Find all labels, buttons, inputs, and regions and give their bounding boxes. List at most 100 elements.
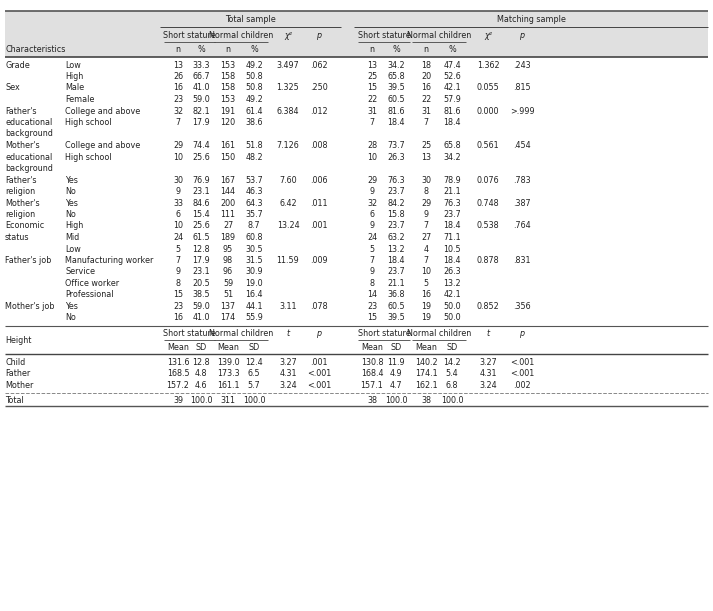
Text: 60.5: 60.5 [387, 302, 405, 311]
Text: 158: 158 [220, 84, 235, 92]
Text: 23: 23 [173, 95, 183, 104]
Text: 10: 10 [421, 268, 431, 277]
Text: 61.4: 61.4 [245, 106, 263, 115]
Text: 18: 18 [421, 60, 431, 70]
Text: 5: 5 [175, 244, 180, 254]
Text: Service: Service [65, 268, 95, 277]
Text: 144: 144 [220, 187, 235, 196]
Text: 7: 7 [424, 256, 429, 265]
Text: 47.4: 47.4 [443, 60, 461, 70]
Text: 60.8: 60.8 [245, 233, 263, 242]
Text: %: % [250, 45, 258, 54]
Text: 173.3: 173.3 [217, 369, 240, 378]
Text: High: High [65, 72, 83, 81]
Text: 9: 9 [369, 222, 374, 230]
Text: 24: 24 [173, 233, 183, 242]
Text: 33.3: 33.3 [193, 60, 210, 70]
Text: 65.8: 65.8 [387, 72, 405, 81]
Text: 30: 30 [421, 175, 431, 185]
Text: n: n [225, 45, 230, 54]
Text: 59.0: 59.0 [192, 302, 210, 311]
Text: 16: 16 [421, 290, 431, 299]
Text: 21.1: 21.1 [443, 187, 461, 196]
Text: 4.9: 4.9 [390, 369, 402, 378]
Text: 19: 19 [421, 302, 431, 311]
Text: 76.9: 76.9 [192, 175, 210, 185]
Text: 76.3: 76.3 [387, 175, 405, 185]
Text: 49.2: 49.2 [245, 60, 263, 70]
Text: <.001: <.001 [510, 369, 534, 378]
Text: Mother's job: Mother's job [5, 302, 54, 311]
Text: 21.1: 21.1 [387, 279, 405, 288]
Text: 34.2: 34.2 [387, 60, 405, 70]
Text: 27: 27 [223, 222, 233, 230]
Text: Yes: Yes [65, 302, 78, 311]
Text: 39: 39 [173, 395, 183, 404]
Text: 13: 13 [421, 153, 431, 161]
Text: Low: Low [65, 244, 81, 254]
Text: College and above: College and above [65, 106, 140, 115]
Text: 76.3: 76.3 [443, 199, 461, 208]
Text: .078: .078 [310, 302, 328, 311]
Text: 9: 9 [424, 210, 429, 219]
Text: 168.5: 168.5 [167, 369, 190, 378]
Text: religion: religion [5, 210, 35, 219]
Text: 19.0: 19.0 [245, 279, 263, 288]
Text: Height: Height [5, 335, 31, 345]
Text: 23.7: 23.7 [387, 187, 405, 196]
Text: 100.0: 100.0 [190, 395, 212, 404]
Text: 49.2: 49.2 [245, 95, 263, 104]
Text: 10: 10 [367, 153, 377, 161]
Text: 14.2: 14.2 [443, 357, 461, 367]
Text: 120: 120 [220, 118, 235, 127]
Text: 7: 7 [175, 256, 180, 265]
Text: p: p [520, 329, 525, 337]
Text: 31: 31 [421, 106, 431, 115]
Text: 7: 7 [424, 118, 429, 127]
Text: 73.7: 73.7 [387, 141, 405, 150]
Text: Male: Male [65, 84, 84, 92]
Text: 30.5: 30.5 [245, 244, 263, 254]
Text: 157.2: 157.2 [167, 381, 190, 390]
Text: p: p [317, 31, 322, 40]
Text: No: No [65, 210, 76, 219]
Text: 153: 153 [220, 95, 235, 104]
Text: 59: 59 [223, 279, 233, 288]
Text: 50.8: 50.8 [245, 84, 263, 92]
Text: 38.5: 38.5 [193, 290, 210, 299]
Text: .002: .002 [513, 381, 530, 390]
Text: background: background [5, 164, 53, 173]
Text: 7: 7 [175, 118, 180, 127]
Text: 26: 26 [173, 72, 183, 81]
Text: 100.0: 100.0 [242, 395, 265, 404]
Text: 46.3: 46.3 [245, 187, 263, 196]
Text: 7: 7 [424, 222, 429, 230]
Text: 28: 28 [367, 141, 377, 150]
Text: t: t [287, 329, 289, 337]
Text: Economic: Economic [5, 222, 44, 230]
Text: Manufacturing worker: Manufacturing worker [65, 256, 153, 265]
Text: 15: 15 [367, 313, 377, 323]
Text: .006: .006 [310, 175, 328, 185]
Text: 25: 25 [421, 141, 431, 150]
Text: 174: 174 [220, 313, 235, 323]
Text: 0.000: 0.000 [477, 106, 499, 115]
Text: Characteristics: Characteristics [5, 45, 66, 54]
Text: 34.2: 34.2 [443, 153, 461, 161]
Text: College and above: College and above [65, 141, 140, 150]
Text: 81.6: 81.6 [387, 106, 405, 115]
Text: 65.8: 65.8 [443, 141, 461, 150]
Text: Normal children: Normal children [407, 31, 471, 40]
Text: .831: .831 [513, 256, 530, 265]
Text: 66.7: 66.7 [193, 72, 210, 81]
Text: background: background [5, 130, 53, 139]
Text: Mid: Mid [65, 233, 79, 242]
Text: 78.9: 78.9 [443, 175, 461, 185]
Text: Matching sample: Matching sample [496, 15, 565, 24]
Text: 153: 153 [220, 60, 235, 70]
Text: Father's job: Father's job [5, 256, 51, 265]
Text: 30: 30 [173, 175, 183, 185]
Text: 29: 29 [421, 199, 431, 208]
Text: 6.42: 6.42 [279, 199, 297, 208]
Text: <.001: <.001 [307, 381, 331, 390]
